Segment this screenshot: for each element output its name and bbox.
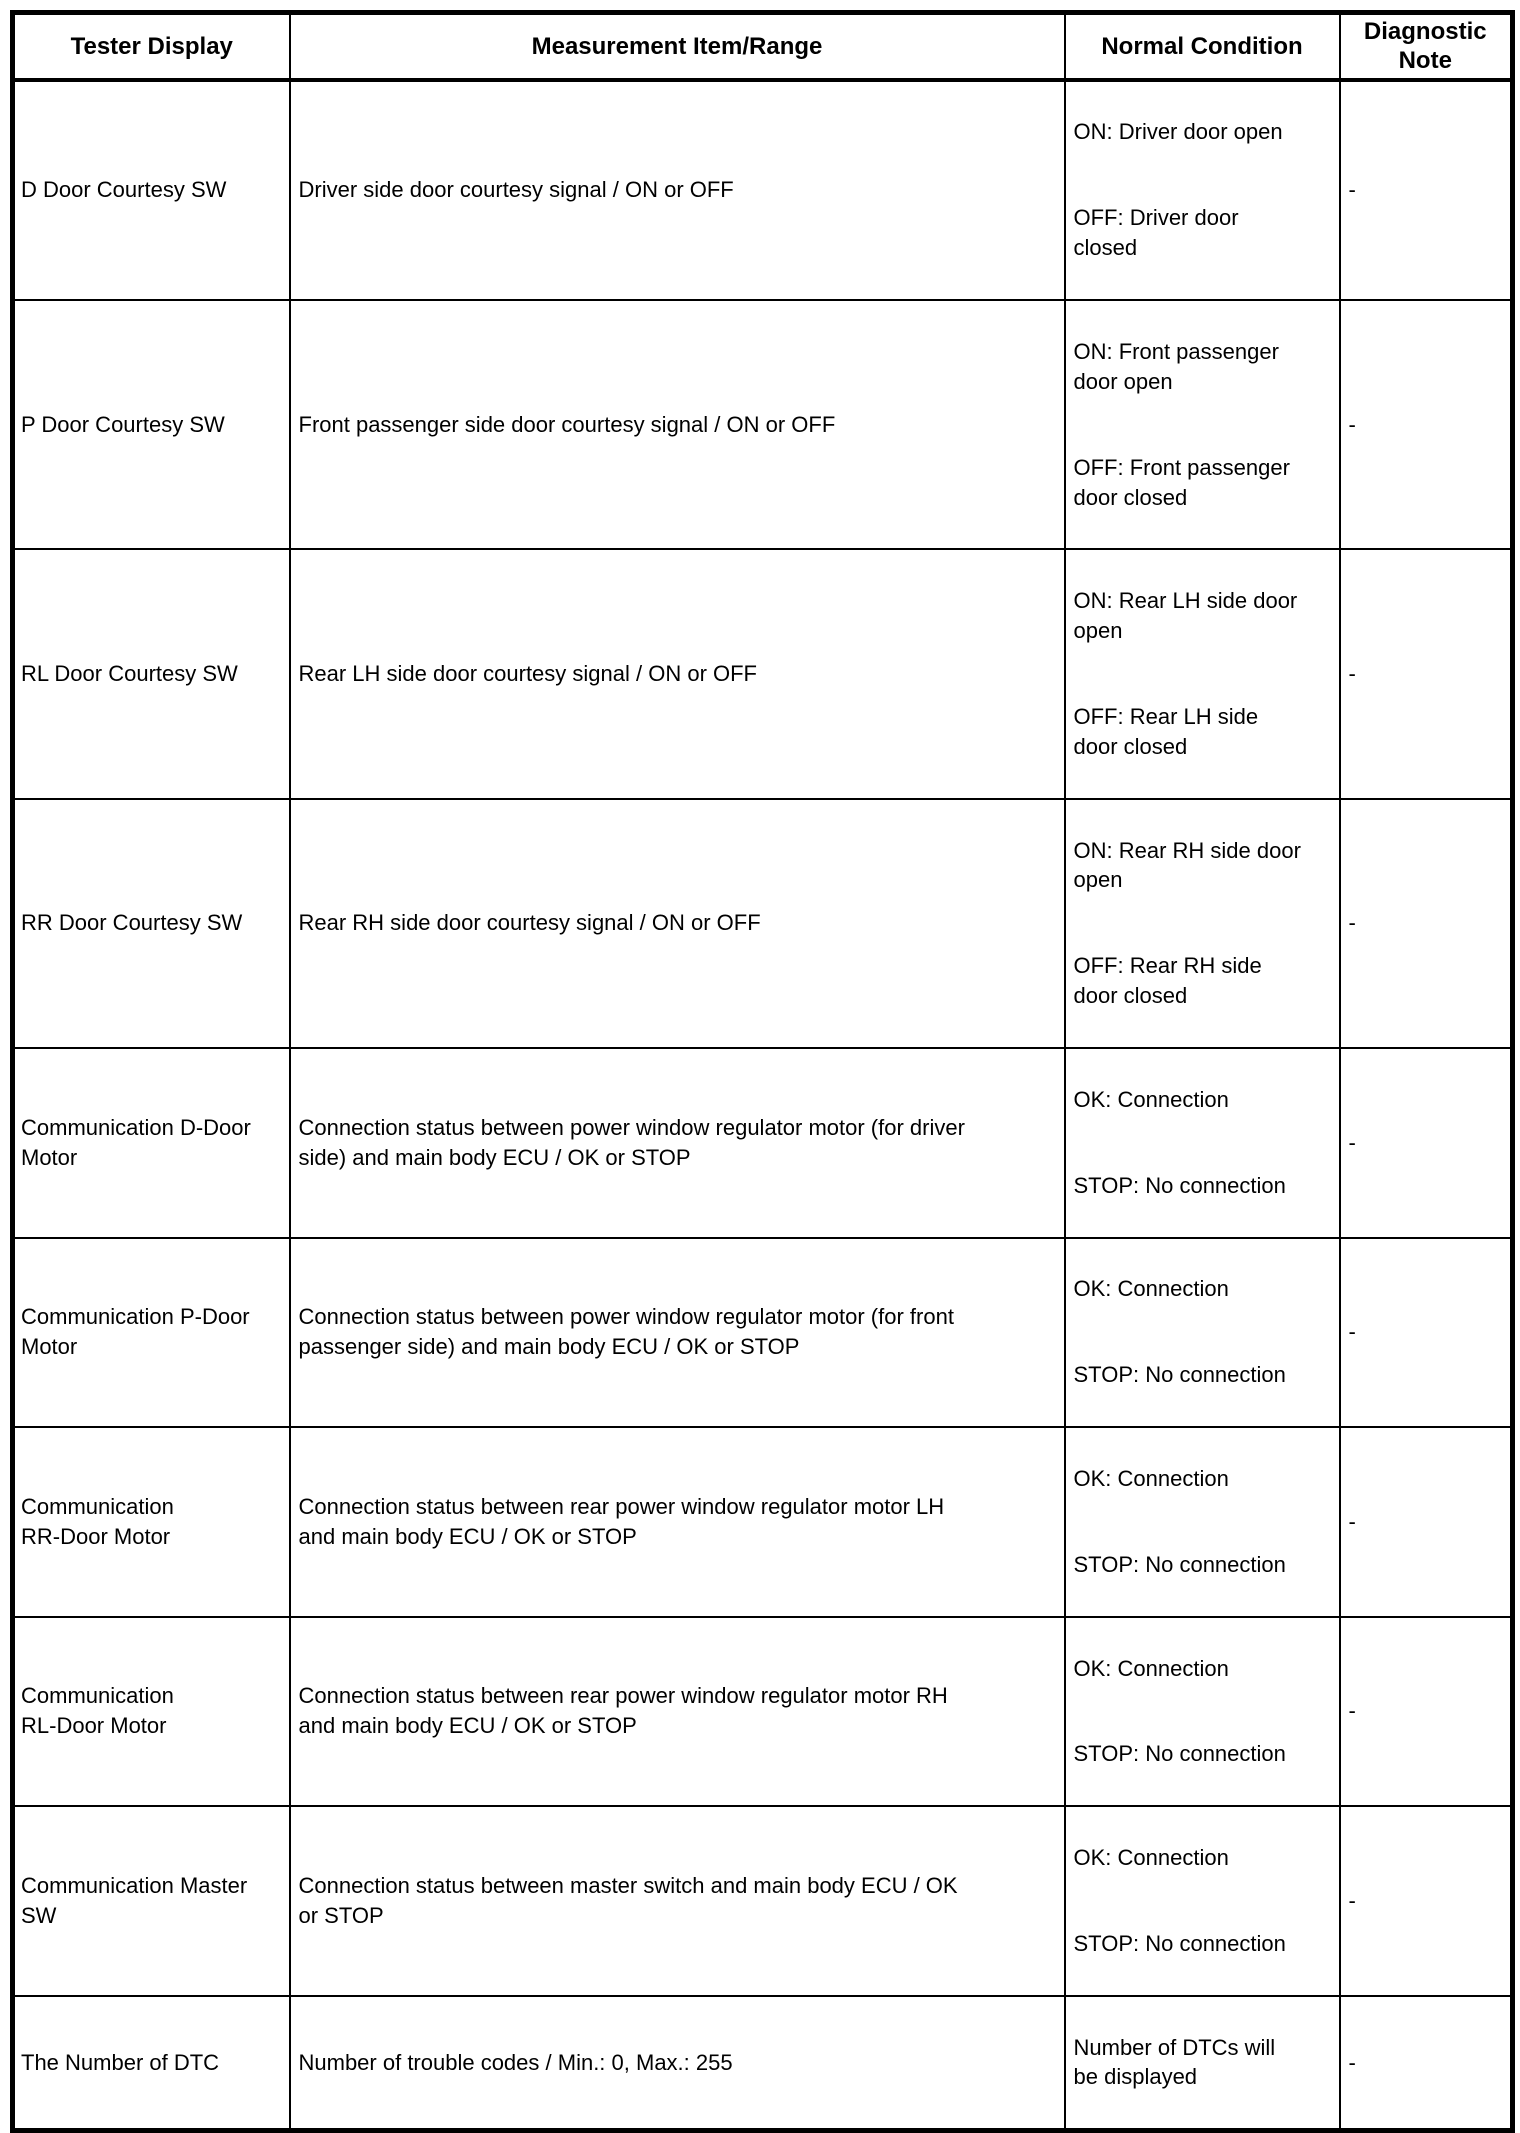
tester-display-cell: The Number of DTC <box>11 1994 291 2132</box>
measurement-item-cell: Front passenger side door courtesy signa… <box>288 298 1066 551</box>
table-row: P Door Courtesy SW Front passenger side … <box>11 298 1514 551</box>
normal-condition-cell: OK: Connection STOP: No connection <box>1063 1805 1341 1997</box>
table-row: D Door Courtesy SW Driver side door cour… <box>11 78 1514 301</box>
diagnostic-data-list-table: Tester Display Measurement Item/Range No… <box>10 10 1515 2133</box>
tester-display-cell: P Door Courtesy SW <box>11 298 291 551</box>
tester-display-cell: RR Door Courtesy SW <box>11 797 291 1050</box>
normal-condition-paragraph: OK: Connection <box>1073 1465 1229 1491</box>
diagnostic-note-cell: - <box>1338 548 1514 800</box>
table-row: The Number of DTC Number of trouble code… <box>11 1994 1514 2132</box>
measurement-item-cell: Number of trouble codes / Min.: 0, Max.:… <box>288 1994 1066 2132</box>
diagnostic-note-cell: - <box>1338 797 1514 1050</box>
table-row: Communication P-Door Motor Connection st… <box>11 1236 1514 1429</box>
table-row: RL Door Courtesy SW Rear LH side door co… <box>11 548 1514 800</box>
normal-condition-paragraph: STOP: No connection <box>1073 1172 1286 1198</box>
normal-condition-cell: ON: Driver door open OFF: Driver door cl… <box>1063 78 1341 301</box>
header-row: Tester Display Measurement Item/Range No… <box>11 11 1514 82</box>
normal-condition-cell: ON: Rear LH side door open OFF: Rear LH … <box>1063 548 1341 800</box>
normal-condition-paragraph: Number of DTCs will be displayed <box>1073 2034 1276 2090</box>
normal-condition-paragraph: OK: Connection <box>1073 1086 1229 1112</box>
tester-display-cell: Communication P-Door Motor <box>11 1236 291 1429</box>
measurement-item-cell: Connection status between master switch … <box>288 1805 1066 1997</box>
diagnostic-note-cell: - <box>1338 1236 1514 1429</box>
measurement-item-cell: Connection status between rear power win… <box>288 1615 1066 1808</box>
table-row: Communication RL-Door Motor Connection s… <box>11 1615 1514 1808</box>
normal-condition-cell: ON: Front passenger door open OFF: Front… <box>1063 298 1341 551</box>
column-header-normal-condition: Normal Condition <box>1063 11 1341 82</box>
normal-condition-cell: OK: Connection STOP: No connection <box>1063 1236 1341 1429</box>
tester-display-cell: Communication D-Door Motor <box>11 1047 291 1239</box>
column-header-diagnostic-note: Diagnostic Note <box>1338 11 1514 82</box>
normal-condition-paragraph: OFF: Rear RH side door closed <box>1073 953 1262 1009</box>
diagnostic-note-cell: - <box>1338 78 1514 301</box>
normal-condition-paragraph: STOP: No connection <box>1073 1551 1286 1577</box>
normal-condition-paragraph: STOP: No connection <box>1073 1741 1286 1767</box>
diagnostic-note-cell: - <box>1338 1426 1514 1618</box>
normal-condition-cell: OK: Connection STOP: No connection <box>1063 1615 1341 1808</box>
tester-display-cell: Communication RL-Door Motor <box>11 1615 291 1808</box>
normal-condition-paragraph: ON: Rear RH side door open <box>1073 837 1301 893</box>
normal-condition-paragraph: ON: Driver door open <box>1073 119 1283 145</box>
column-header-tester-display: Tester Display <box>11 11 291 82</box>
diagnostic-note-cell: - <box>1338 1047 1514 1239</box>
diagnostic-note-cell: - <box>1338 1805 1514 1997</box>
tester-display-cell: RL Door Courtesy SW <box>11 548 291 800</box>
measurement-item-cell: Rear LH side door courtesy signal / ON o… <box>288 548 1066 800</box>
table-row: Communication Master SW Connection statu… <box>11 1805 1514 1997</box>
measurement-item-cell: Connection status between power window r… <box>288 1236 1066 1429</box>
tester-display-cell: D Door Courtesy SW <box>11 78 291 301</box>
table-row: Communication RR-Door Motor Connection s… <box>11 1426 1514 1618</box>
normal-condition-paragraph: OFF: Driver door closed <box>1073 205 1239 261</box>
column-header-measurement-item-range: Measurement Item/Range <box>288 11 1066 82</box>
measurement-item-cell: Connection status between power window r… <box>288 1047 1066 1239</box>
table-row: RR Door Courtesy SW Rear RH side door co… <box>11 797 1514 1050</box>
tester-display-cell: Communication Master SW <box>11 1805 291 1997</box>
diagnostic-note-cell: - <box>1338 1994 1514 2132</box>
normal-condition-paragraph: STOP: No connection <box>1073 1930 1286 1956</box>
table-row: Communication D-Door Motor Connection st… <box>11 1047 1514 1239</box>
measurement-item-cell: Connection status between rear power win… <box>288 1426 1066 1618</box>
normal-condition-paragraph: ON: Front passenger door open <box>1073 338 1279 394</box>
normal-condition-cell: OK: Connection STOP: No connection <box>1063 1426 1341 1618</box>
diagnostic-note-cell: - <box>1338 1615 1514 1808</box>
normal-condition-paragraph: OK: Connection <box>1073 1655 1229 1681</box>
diagnostic-note-cell: - <box>1338 298 1514 551</box>
measurement-item-cell: Rear RH side door courtesy signal / ON o… <box>288 797 1066 1050</box>
normal-condition-cell: Number of DTCs will be displayed <box>1063 1994 1341 2132</box>
normal-condition-cell: ON: Rear RH side door open OFF: Rear RH … <box>1063 797 1341 1050</box>
normal-condition-paragraph: ON: Rear LH side door open <box>1073 588 1298 644</box>
normal-condition-paragraph: OFF: Front passenger door closed <box>1073 454 1290 510</box>
normal-condition-paragraph: OK: Connection <box>1073 1845 1229 1871</box>
normal-condition-paragraph: OK: Connection <box>1073 1276 1229 1302</box>
tester-display-cell: Communication RR-Door Motor <box>11 1426 291 1618</box>
normal-condition-paragraph: STOP: No connection <box>1073 1362 1286 1388</box>
normal-condition-paragraph: OFF: Rear LH side door closed <box>1073 703 1259 759</box>
normal-condition-cell: OK: Connection STOP: No connection <box>1063 1047 1341 1239</box>
measurement-item-cell: Driver side door courtesy signal / ON or… <box>288 78 1066 301</box>
